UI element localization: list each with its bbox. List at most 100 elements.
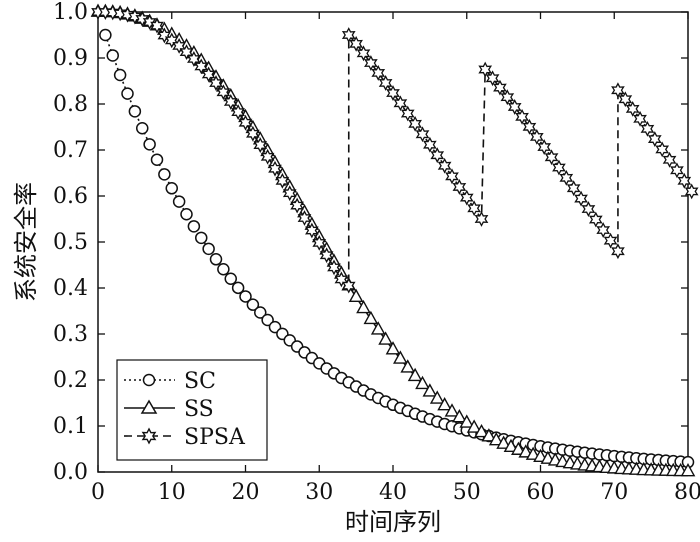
data-point-spsa xyxy=(467,200,481,217)
data-point-spsa xyxy=(552,159,566,176)
data-point-ss xyxy=(407,367,423,382)
data-point-ss xyxy=(474,423,489,438)
data-point-sc xyxy=(209,253,223,266)
data-point-spsa xyxy=(179,44,194,61)
y-tick-label: 0.7 xyxy=(53,138,88,163)
y-tick-label: 0.2 xyxy=(53,368,88,393)
series-layer xyxy=(90,3,699,477)
data-point-ss xyxy=(437,397,452,411)
data-point-spsa xyxy=(172,38,186,54)
data-point-spsa xyxy=(356,45,371,62)
data-point-sc xyxy=(217,263,230,276)
data-point-ss xyxy=(400,359,416,373)
data-point-spsa xyxy=(297,210,312,226)
data-point-ss xyxy=(680,463,696,477)
data-point-spsa xyxy=(625,100,640,117)
axis-ticks: 0 10 20 30 40 50 60 70 80 0.0 0.1 0.2 0.3 0.4 0.5 0.6 0.… xyxy=(53,0,700,505)
x-tick-label: 70 xyxy=(600,480,628,505)
legend-box xyxy=(116,359,268,461)
legend-marker-sc xyxy=(142,373,156,387)
data-point-sc xyxy=(158,168,171,181)
data-point-sc xyxy=(143,138,156,151)
data-point-spsa xyxy=(187,51,201,67)
data-point-spsa xyxy=(515,108,529,125)
x-axis-label: 时间序列 xyxy=(345,508,441,536)
data-point-sc xyxy=(113,68,127,82)
data-point-spsa xyxy=(341,27,356,43)
data-point-spsa xyxy=(437,157,452,174)
y-tick-label: 0.0 xyxy=(53,460,88,485)
data-point-ss xyxy=(370,321,386,335)
data-point-spsa xyxy=(633,110,647,127)
data-point-spsa xyxy=(507,99,522,115)
data-point-spsa xyxy=(529,129,544,145)
data-point-spsa xyxy=(493,79,507,96)
data-point-sc xyxy=(246,298,260,311)
data-point-spsa xyxy=(574,190,588,207)
data-point-spsa xyxy=(201,66,216,83)
legend-label-sc: SC xyxy=(184,369,216,394)
data-point-spsa xyxy=(618,91,633,108)
y-axis-label: 系统安全率 xyxy=(12,182,40,302)
data-point-spsa xyxy=(647,131,662,147)
legend-label-spsa: SPSA xyxy=(184,425,246,450)
data-point-sc xyxy=(231,281,245,295)
data-point-spsa xyxy=(341,277,356,294)
data-point-sc xyxy=(128,105,142,118)
data-point-spsa xyxy=(684,183,699,200)
legend-marker-spsa xyxy=(141,427,157,445)
data-point-ss xyxy=(415,375,430,390)
data-point-ss xyxy=(511,441,526,455)
data-point-sc xyxy=(261,313,274,327)
data-point-ss xyxy=(348,288,364,303)
data-point-spsa xyxy=(164,32,179,49)
data-point-ss xyxy=(393,350,408,364)
data-point-ss xyxy=(459,414,475,428)
data-point-spsa xyxy=(500,89,515,106)
data-point-spsa xyxy=(319,247,334,264)
data-point-spsa xyxy=(209,75,223,91)
data-point-sc xyxy=(239,290,252,303)
data-point-spsa xyxy=(393,95,408,112)
data-point-spsa xyxy=(142,14,157,30)
data-point-ss xyxy=(363,310,379,325)
data-point-sc xyxy=(106,49,119,62)
data-point-ss xyxy=(488,431,504,446)
data-point-ss xyxy=(496,435,511,449)
series-sc xyxy=(99,28,695,469)
data-point-spsa xyxy=(677,172,692,189)
data-point-spsa xyxy=(478,61,493,78)
data-point-sc xyxy=(172,195,186,208)
data-point-spsa xyxy=(128,8,142,25)
data-point-sc xyxy=(121,87,134,100)
data-point-spsa xyxy=(290,197,304,214)
data-point-ss xyxy=(518,444,534,458)
x-tick-label: 50 xyxy=(453,480,481,505)
data-point-spsa xyxy=(135,11,150,27)
data-point-spsa xyxy=(231,104,245,120)
data-point-ss xyxy=(444,403,460,417)
data-point-spsa xyxy=(581,201,596,217)
y-tick-label: 0.3 xyxy=(53,322,88,347)
data-point-sc xyxy=(99,28,112,42)
data-point-spsa xyxy=(312,235,327,251)
data-point-spsa xyxy=(194,58,209,75)
x-tick-label: 30 xyxy=(305,480,333,505)
x-tick-label: 80 xyxy=(674,480,700,505)
y-tick-label: 0.5 xyxy=(53,230,88,255)
data-point-sc xyxy=(202,242,215,256)
data-point-sc xyxy=(254,306,267,319)
data-point-spsa xyxy=(445,168,459,185)
data-point-spsa xyxy=(238,114,253,131)
data-point-spsa xyxy=(305,222,319,239)
series-spsa xyxy=(91,4,699,294)
data-point-spsa xyxy=(559,169,574,186)
data-point-spsa xyxy=(522,118,537,135)
x-tick-label: 60 xyxy=(527,480,555,505)
data-point-spsa xyxy=(327,259,341,276)
y-tick-label: 0.4 xyxy=(53,276,88,301)
data-point-spsa xyxy=(603,232,618,249)
data-point-spsa xyxy=(349,35,363,52)
data-point-ss xyxy=(422,383,438,397)
x-tick-label: 20 xyxy=(232,480,260,505)
